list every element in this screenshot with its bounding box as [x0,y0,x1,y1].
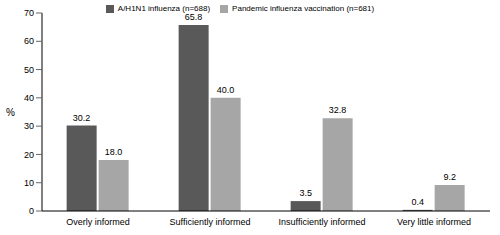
svg-text:20: 20 [24,150,34,160]
html-text:Pandemic influenza vaccination: Pandemic influenza vaccination (n=681) [232,4,375,13]
svg-text:70: 70 [24,8,34,18]
svg-text:Sufficiently informed: Sufficiently informed [170,217,251,227]
svg-text:10: 10 [24,178,34,188]
svg-text:Very little informed: Very little informed [397,217,471,227]
svg-text:%: % [6,107,15,118]
svg-text:60: 60 [24,36,34,46]
svg-text:40.0: 40.0 [217,85,235,95]
svg-text:65.8: 65.8 [185,12,203,22]
svg-text:30.2: 30.2 [73,113,91,123]
svg-text:0: 0 [29,206,34,216]
svg-text:Overly informed: Overly informed [66,217,130,227]
svg-text:18.0: 18.0 [105,147,123,157]
svg-text:9.2: 9.2 [443,172,456,182]
html-text:A/H1N1 influenza (n=688): A/H1N1 influenza (n=688) [117,4,211,13]
svg-text:Insufficiently informed: Insufficiently informed [279,217,366,227]
svg-text:40: 40 [24,93,34,103]
svg-text:0.4: 0.4 [411,197,424,207]
svg-text:32.8: 32.8 [329,105,347,115]
svg-text:30: 30 [24,121,34,131]
svg-text:3.5: 3.5 [299,188,312,198]
svg-text:50: 50 [24,65,34,75]
